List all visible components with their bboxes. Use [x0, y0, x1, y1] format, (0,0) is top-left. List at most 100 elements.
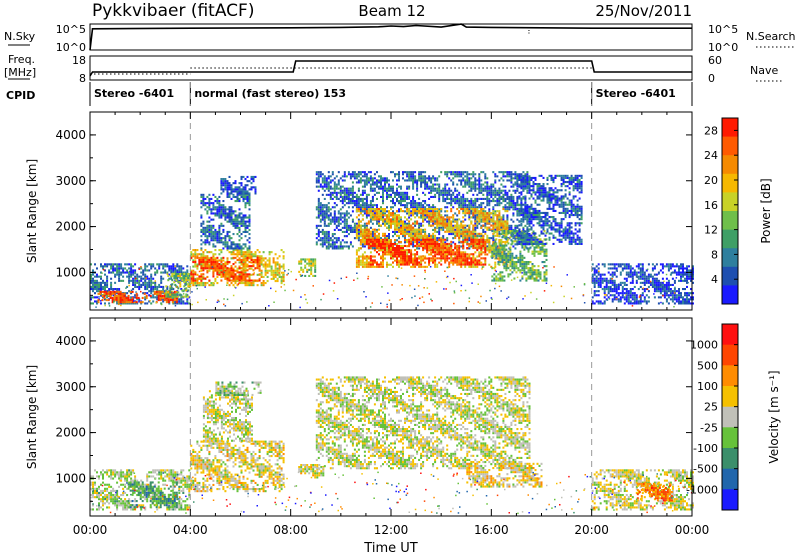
- echo-cell: [238, 228, 241, 231]
- echo-cell: [164, 290, 167, 293]
- echo-cell: [331, 191, 334, 194]
- echo-cell: [130, 302, 133, 305]
- echo-cell: [196, 253, 199, 256]
- echo-cell: [424, 255, 427, 258]
- echo-cell: [323, 235, 326, 238]
- echo-cell: [464, 197, 467, 200]
- echo-cell: [240, 184, 243, 187]
- echo-cell: [492, 208, 495, 211]
- echo-cell: [325, 235, 328, 238]
- echo-cell: [226, 193, 229, 196]
- echo-cell: [404, 179, 406, 182]
- echo-cell: [373, 232, 376, 235]
- echo-cell: [131, 290, 134, 293]
- echo-cell: [382, 195, 384, 198]
- echo-cell: [317, 171, 320, 174]
- echo-cell: [192, 271, 195, 274]
- echo-cell: [108, 263, 111, 266]
- echo-cell: [488, 193, 491, 196]
- echo-cell: [490, 193, 493, 196]
- echo-cell: [424, 181, 427, 184]
- echo-cell: [369, 204, 372, 207]
- echo-cell: [351, 191, 354, 194]
- echo-cell: [220, 222, 223, 225]
- echo-cell: [506, 173, 509, 176]
- echo-cell: [244, 275, 247, 278]
- echo-cell: [96, 283, 98, 286]
- echo-cell: [226, 188, 229, 191]
- echo-cell: [422, 175, 425, 178]
- echo-cell: [414, 234, 417, 237]
- echo-cell: [398, 218, 400, 221]
- echo-cell: [242, 222, 245, 225]
- echo-cell: [226, 230, 229, 233]
- echo-cell: [430, 187, 433, 190]
- echo-cell: [456, 197, 459, 200]
- echo-cell: [204, 208, 207, 211]
- echo-cell: [440, 218, 443, 221]
- echo-cell: [422, 214, 425, 217]
- echo-cell: [436, 179, 439, 182]
- echo-cell: [232, 284, 235, 287]
- echo-cell: [146, 269, 149, 272]
- date-title: 25/Nov/2011: [595, 2, 692, 20]
- echo-cell: [240, 267, 243, 270]
- echo-cell: [333, 247, 336, 250]
- echo-cell: [310, 266, 313, 269]
- echo-cell: [112, 269, 115, 272]
- echo-cell: [216, 208, 219, 211]
- echo-cell: [186, 298, 189, 301]
- echo-cell: [224, 277, 227, 280]
- echo-cell: [438, 183, 441, 186]
- echo-cell: [422, 177, 425, 180]
- echo-cell: [357, 220, 360, 223]
- echo-cell: [514, 202, 517, 205]
- echo-cell: [244, 277, 247, 280]
- echo-cell: [323, 197, 326, 200]
- echo-cell: [236, 253, 239, 256]
- echo-cell: [222, 241, 225, 244]
- echo-cell: [446, 193, 449, 196]
- echo-cell: [424, 171, 427, 174]
- echo-cell: [384, 251, 386, 254]
- echo-cell: [412, 228, 415, 231]
- echo-cell: [323, 177, 326, 180]
- echo-cell: [398, 202, 400, 205]
- echo-cell: [230, 251, 233, 254]
- echo-cell: [482, 197, 485, 200]
- echo-cell: [339, 228, 342, 231]
- echo-cell: [315, 224, 318, 227]
- echo-cell: [526, 191, 529, 194]
- echo-cell: [506, 171, 509, 174]
- echo-cell: [250, 273, 253, 276]
- echo-cell: [357, 226, 360, 229]
- echo-cell: [128, 279, 131, 282]
- echo-cell: [454, 200, 457, 203]
- echo-cell: [240, 261, 243, 264]
- echo-cell: [135, 301, 138, 304]
- echo-cell: [121, 296, 124, 299]
- echo-cell: [202, 195, 205, 198]
- echo-cell: [154, 296, 157, 299]
- echo-cell: [135, 296, 138, 299]
- echo-cell: [282, 255, 285, 258]
- echo-cell: [337, 245, 340, 248]
- echo-cell: [371, 236, 374, 239]
- echo-cell: [234, 180, 237, 183]
- echo-cell: [140, 271, 143, 274]
- echo-cell: [434, 214, 437, 217]
- echo-cell: [438, 175, 441, 178]
- echo-cell: [408, 195, 411, 198]
- echo-cell: [226, 271, 229, 274]
- echo-cell: [444, 189, 447, 192]
- echo-cell: [206, 271, 209, 274]
- echo-cell: [105, 290, 108, 293]
- echo-cell: [394, 193, 396, 196]
- echo-cell: [156, 294, 159, 297]
- echo-cell: [226, 282, 229, 285]
- echo-cell: [250, 265, 253, 268]
- echo-cell: [150, 265, 153, 268]
- echo-cell: [276, 263, 279, 266]
- echo-cell: [478, 235, 481, 238]
- echo-cell: [187, 279, 190, 282]
